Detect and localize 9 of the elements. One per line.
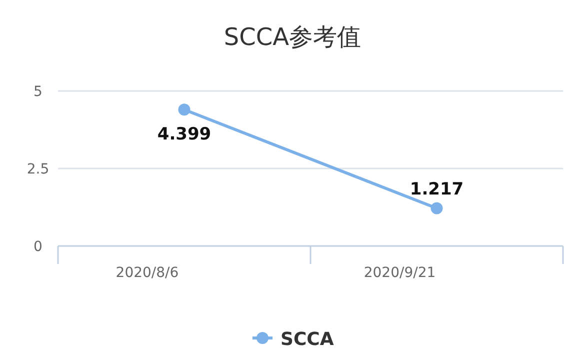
legend-label: SCCA [280, 329, 334, 350]
x-tick-label: 2020/8/6 [116, 265, 179, 281]
y-tick-label: 0 [34, 239, 42, 255]
x-tick-label: 2020/9/21 [364, 265, 436, 281]
y-tick-label: 5 [34, 84, 42, 100]
y-tick-label: 2.5 [26, 162, 50, 178]
chart-title: SCCA参考值 [224, 23, 362, 51]
data-label: 4.399 [157, 124, 212, 145]
data-label: 1.217 [410, 179, 464, 200]
